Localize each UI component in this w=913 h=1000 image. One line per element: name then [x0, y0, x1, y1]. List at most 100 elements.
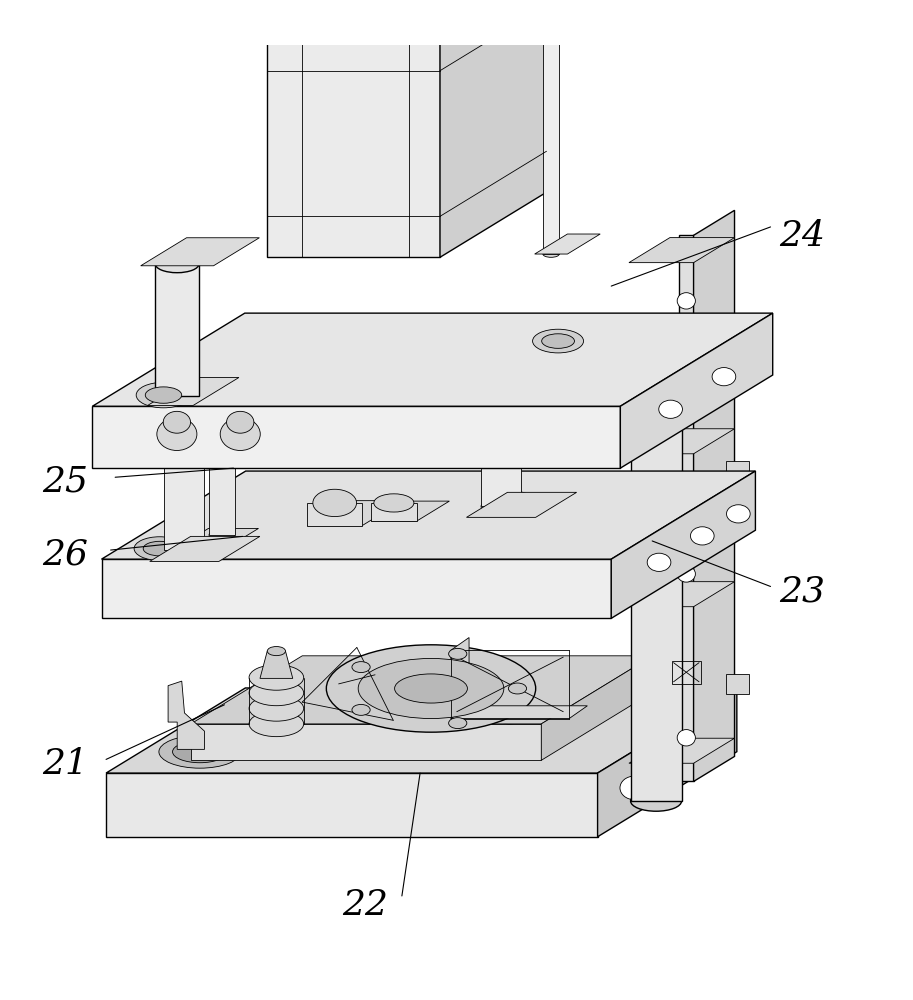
Ellipse shape — [677, 402, 696, 418]
Polygon shape — [101, 471, 755, 559]
Ellipse shape — [662, 751, 691, 774]
Polygon shape — [440, 0, 547, 257]
Ellipse shape — [541, 334, 574, 348]
Polygon shape — [371, 501, 449, 521]
Text: 22: 22 — [342, 888, 388, 922]
Polygon shape — [598, 688, 737, 837]
Polygon shape — [371, 503, 416, 521]
Polygon shape — [451, 638, 469, 719]
Polygon shape — [191, 724, 541, 760]
Polygon shape — [92, 313, 772, 406]
Ellipse shape — [173, 741, 227, 763]
Ellipse shape — [491, 697, 561, 726]
Polygon shape — [629, 429, 735, 454]
Ellipse shape — [268, 647, 286, 656]
Ellipse shape — [620, 776, 649, 800]
Polygon shape — [191, 656, 653, 724]
Ellipse shape — [249, 680, 304, 706]
Ellipse shape — [209, 529, 235, 541]
Polygon shape — [679, 235, 694, 781]
Polygon shape — [611, 471, 755, 618]
Ellipse shape — [701, 727, 729, 750]
Polygon shape — [164, 419, 205, 550]
Ellipse shape — [659, 400, 682, 418]
Ellipse shape — [481, 380, 521, 396]
Ellipse shape — [249, 711, 304, 737]
Ellipse shape — [677, 566, 696, 582]
Ellipse shape — [502, 703, 550, 721]
Ellipse shape — [249, 665, 304, 690]
Polygon shape — [209, 435, 235, 535]
Ellipse shape — [631, 354, 682, 374]
Ellipse shape — [647, 553, 671, 571]
Polygon shape — [150, 536, 260, 561]
Polygon shape — [727, 461, 749, 481]
Polygon shape — [101, 559, 611, 618]
Polygon shape — [543, 0, 560, 254]
Ellipse shape — [155, 255, 199, 273]
Polygon shape — [541, 656, 653, 760]
Ellipse shape — [209, 429, 235, 441]
Ellipse shape — [727, 505, 750, 523]
Ellipse shape — [373, 494, 414, 512]
Polygon shape — [727, 674, 749, 694]
Ellipse shape — [631, 791, 682, 811]
Ellipse shape — [532, 329, 583, 353]
Polygon shape — [631, 364, 682, 801]
Text: 26: 26 — [42, 538, 88, 572]
Polygon shape — [535, 234, 600, 254]
Ellipse shape — [326, 645, 536, 732]
Polygon shape — [467, 492, 577, 517]
Ellipse shape — [143, 541, 176, 556]
Ellipse shape — [164, 542, 205, 559]
Polygon shape — [308, 501, 403, 526]
Ellipse shape — [136, 382, 191, 408]
Polygon shape — [260, 651, 293, 678]
Polygon shape — [451, 706, 587, 719]
Ellipse shape — [394, 674, 467, 703]
Text: 21: 21 — [42, 747, 88, 781]
Text: 25: 25 — [42, 465, 88, 499]
Polygon shape — [92, 406, 620, 468]
Polygon shape — [141, 238, 259, 266]
Ellipse shape — [448, 648, 467, 659]
Ellipse shape — [249, 696, 304, 721]
Polygon shape — [106, 773, 598, 837]
Polygon shape — [481, 388, 521, 506]
Polygon shape — [629, 582, 735, 607]
Polygon shape — [694, 210, 735, 781]
Ellipse shape — [712, 368, 736, 386]
Ellipse shape — [145, 387, 182, 403]
Ellipse shape — [352, 704, 370, 715]
Polygon shape — [629, 238, 735, 263]
Ellipse shape — [352, 662, 370, 673]
Polygon shape — [106, 688, 737, 773]
Ellipse shape — [677, 293, 696, 309]
Polygon shape — [268, 30, 440, 257]
Polygon shape — [629, 738, 735, 763]
Ellipse shape — [163, 411, 191, 433]
Ellipse shape — [157, 418, 197, 450]
Polygon shape — [148, 377, 239, 406]
Ellipse shape — [448, 718, 467, 729]
Ellipse shape — [496, 496, 527, 508]
Text: 24: 24 — [780, 219, 825, 253]
Ellipse shape — [358, 658, 504, 719]
Ellipse shape — [155, 387, 199, 405]
Polygon shape — [159, 528, 258, 558]
Ellipse shape — [134, 537, 185, 560]
Text: 23: 23 — [780, 574, 825, 608]
Ellipse shape — [488, 491, 535, 513]
Ellipse shape — [677, 730, 696, 746]
Ellipse shape — [313, 489, 357, 517]
Ellipse shape — [159, 735, 241, 768]
Ellipse shape — [220, 418, 260, 450]
Polygon shape — [268, 0, 547, 30]
Polygon shape — [168, 681, 205, 749]
Ellipse shape — [481, 498, 521, 514]
Polygon shape — [620, 313, 772, 468]
Polygon shape — [308, 503, 362, 526]
Ellipse shape — [690, 527, 714, 545]
Ellipse shape — [509, 683, 527, 694]
Ellipse shape — [164, 411, 205, 427]
